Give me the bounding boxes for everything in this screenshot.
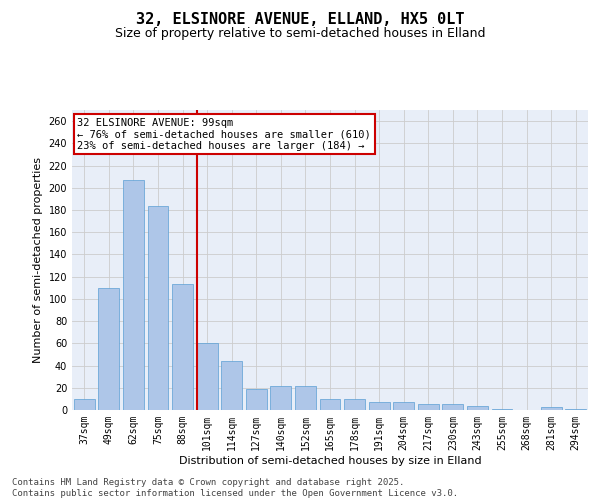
Bar [565,409,586,410]
Bar [123,180,144,410]
Text: Size of property relative to semi-detached houses in Elland: Size of property relative to semi-detach… [115,28,485,40]
Bar [148,206,169,410]
Bar [418,404,439,410]
Bar [541,406,562,410]
Bar [74,399,95,410]
Bar [221,361,242,410]
Text: 32, ELSINORE AVENUE, ELLAND, HX5 0LT: 32, ELSINORE AVENUE, ELLAND, HX5 0LT [136,12,464,28]
Bar [271,386,292,410]
Bar [197,344,218,410]
Text: 32 ELSINORE AVENUE: 99sqm
← 76% of semi-detached houses are smaller (610)
23% of: 32 ELSINORE AVENUE: 99sqm ← 76% of semi-… [77,118,371,150]
Bar [491,409,512,410]
Bar [467,406,488,410]
Bar [320,399,340,410]
Bar [368,402,389,410]
Bar [172,284,193,410]
Bar [393,402,414,410]
X-axis label: Distribution of semi-detached houses by size in Elland: Distribution of semi-detached houses by … [179,456,481,466]
Bar [295,386,316,410]
Y-axis label: Number of semi-detached properties: Number of semi-detached properties [33,157,43,363]
Bar [98,288,119,410]
Bar [246,389,267,410]
Text: Contains HM Land Registry data © Crown copyright and database right 2025.
Contai: Contains HM Land Registry data © Crown c… [12,478,458,498]
Bar [344,399,365,410]
Bar [442,404,463,410]
